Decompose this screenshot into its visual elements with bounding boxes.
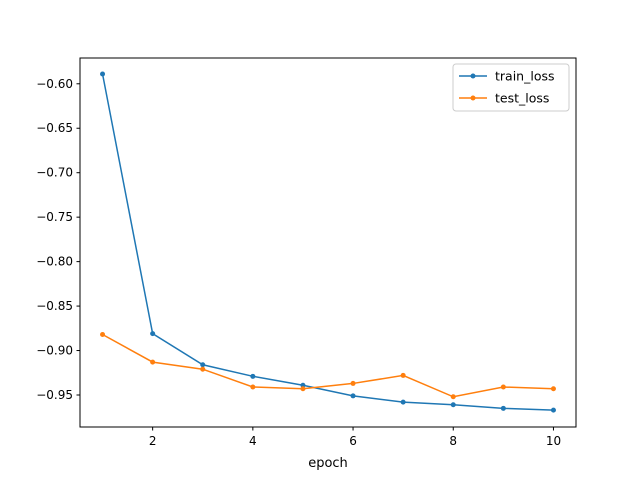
data-point-train_loss	[550, 407, 556, 413]
data-point-train_loss	[450, 402, 456, 408]
x-axis-label: epoch	[308, 456, 348, 471]
data-point-train_loss	[100, 71, 106, 77]
y-tick-label: −0.85	[36, 299, 73, 313]
data-point-train_loss	[300, 382, 306, 388]
data-point-test_loss	[450, 394, 456, 400]
data-point-test_loss	[500, 384, 506, 390]
legend-label-test_loss: test_loss	[495, 91, 549, 106]
x-tick-label: 8	[449, 434, 457, 448]
data-point-test_loss	[100, 332, 106, 338]
data-point-test_loss	[550, 386, 556, 392]
y-tick-label: −0.90	[36, 344, 73, 358]
x-tick-label: 4	[249, 434, 257, 448]
legend-marker-test_loss	[470, 95, 476, 101]
data-point-test_loss	[250, 384, 256, 390]
data-point-train_loss	[350, 393, 356, 399]
data-point-test_loss	[200, 366, 206, 372]
data-point-train_loss	[500, 405, 506, 411]
legend-label-train_loss: train_loss	[495, 69, 555, 84]
axes-frame	[79, 57, 577, 428]
series-line-train_loss	[101, 73, 554, 411]
y-tick-label: −0.60	[36, 77, 73, 91]
data-point-test_loss	[150, 359, 156, 365]
y-tick-label: −0.70	[36, 166, 73, 180]
legend-marker-train_loss	[470, 73, 476, 79]
legend: train_loss test_loss	[452, 63, 570, 112]
data-point-test_loss	[300, 386, 306, 392]
data-point-test_loss	[350, 380, 356, 386]
data-point-train_loss	[150, 331, 156, 337]
y-tick-label: −0.95	[36, 388, 73, 402]
y-tick-label: −0.80	[36, 255, 73, 269]
x-tick-label: 6	[349, 434, 357, 448]
data-point-test_loss	[400, 372, 406, 378]
data-point-train_loss	[400, 399, 406, 405]
series-line-test_loss	[102, 333, 554, 398]
y-tick-label: −0.65	[36, 121, 73, 135]
x-tick-label: 10	[546, 434, 561, 448]
data-point-train_loss	[250, 373, 256, 379]
data-point-train_loss	[200, 362, 206, 368]
y-tick-label: −0.75	[36, 210, 73, 224]
x-tick-label: 2	[149, 434, 157, 448]
